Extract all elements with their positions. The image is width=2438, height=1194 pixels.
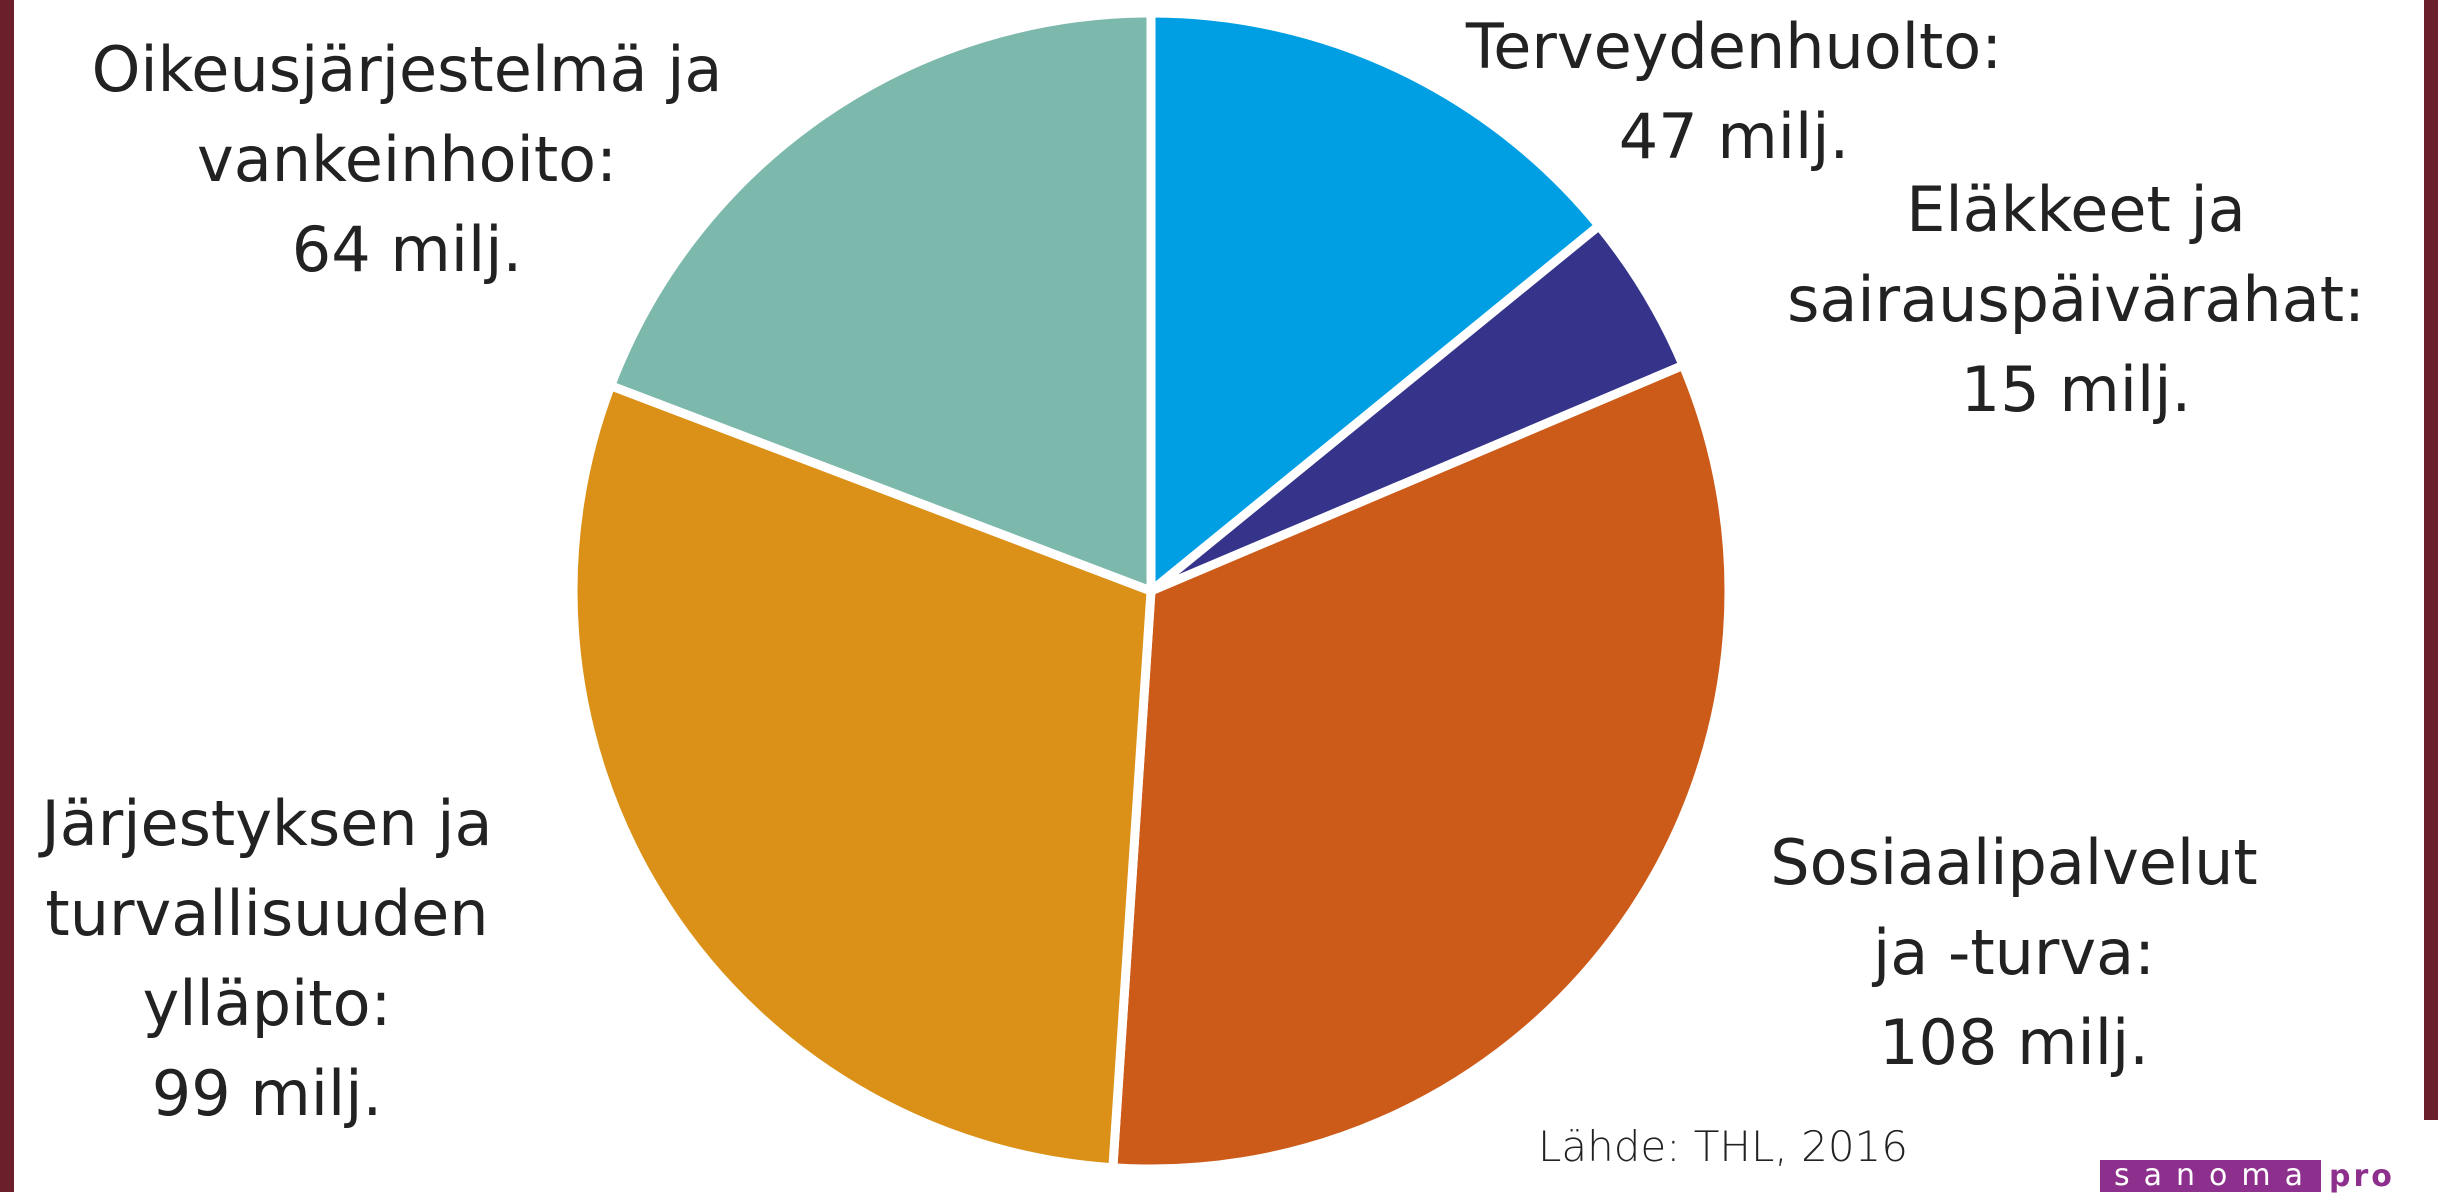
category: Sosiaalipalvelut ja -turva: — [1770, 826, 2258, 989]
slice-label: Järjestyksen ja turvallisuuden ylläpito:… — [0, 779, 667, 1139]
slice-label: Eläkkeet ja sairauspäivärahat: 15 milj. — [1676, 165, 2438, 435]
border-left — [0, 0, 14, 1192]
logo: sanoma pro — [2100, 1158, 2395, 1194]
logo-suffix: pro — [2329, 1158, 2395, 1194]
category: Eläkkeet ja sairauspäivärahat: — [1787, 173, 2365, 336]
logo-name: sanoma — [2100, 1160, 2321, 1192]
slice-label: Terveydenhuolto: 47 milj. — [1334, 2, 2134, 182]
value-label: 47 milj. — [1618, 100, 1850, 173]
value-label: 15 milj. — [1960, 353, 2192, 426]
category: Oikeusjärjestelmä ja vankeinhoito: — [91, 33, 723, 196]
slice-label: Oikeusjärjestelmä ja vankeinhoito: 64 mil… — [7, 25, 807, 295]
slice — [568, 381, 1156, 1173]
slice-label: Sosiaalipalvelut ja -turva: 108 milj. — [1614, 818, 2414, 1088]
value-label: 108 milj. — [1879, 1006, 2149, 1079]
category: Terveydenhuolto: — [1465, 10, 2003, 83]
border-right — [2424, 0, 2438, 1120]
slice — [606, 8, 1156, 596]
category: Järjestyksen ja turvallisuuden ylläpito: — [41, 787, 493, 1040]
slice — [1108, 360, 1734, 1174]
source: Lähde: THL, 2016 — [1538, 1122, 1908, 1171]
value-label: 64 milj. — [291, 213, 523, 286]
value-label: 99 milj. — [151, 1057, 383, 1130]
slice — [1146, 8, 1604, 596]
